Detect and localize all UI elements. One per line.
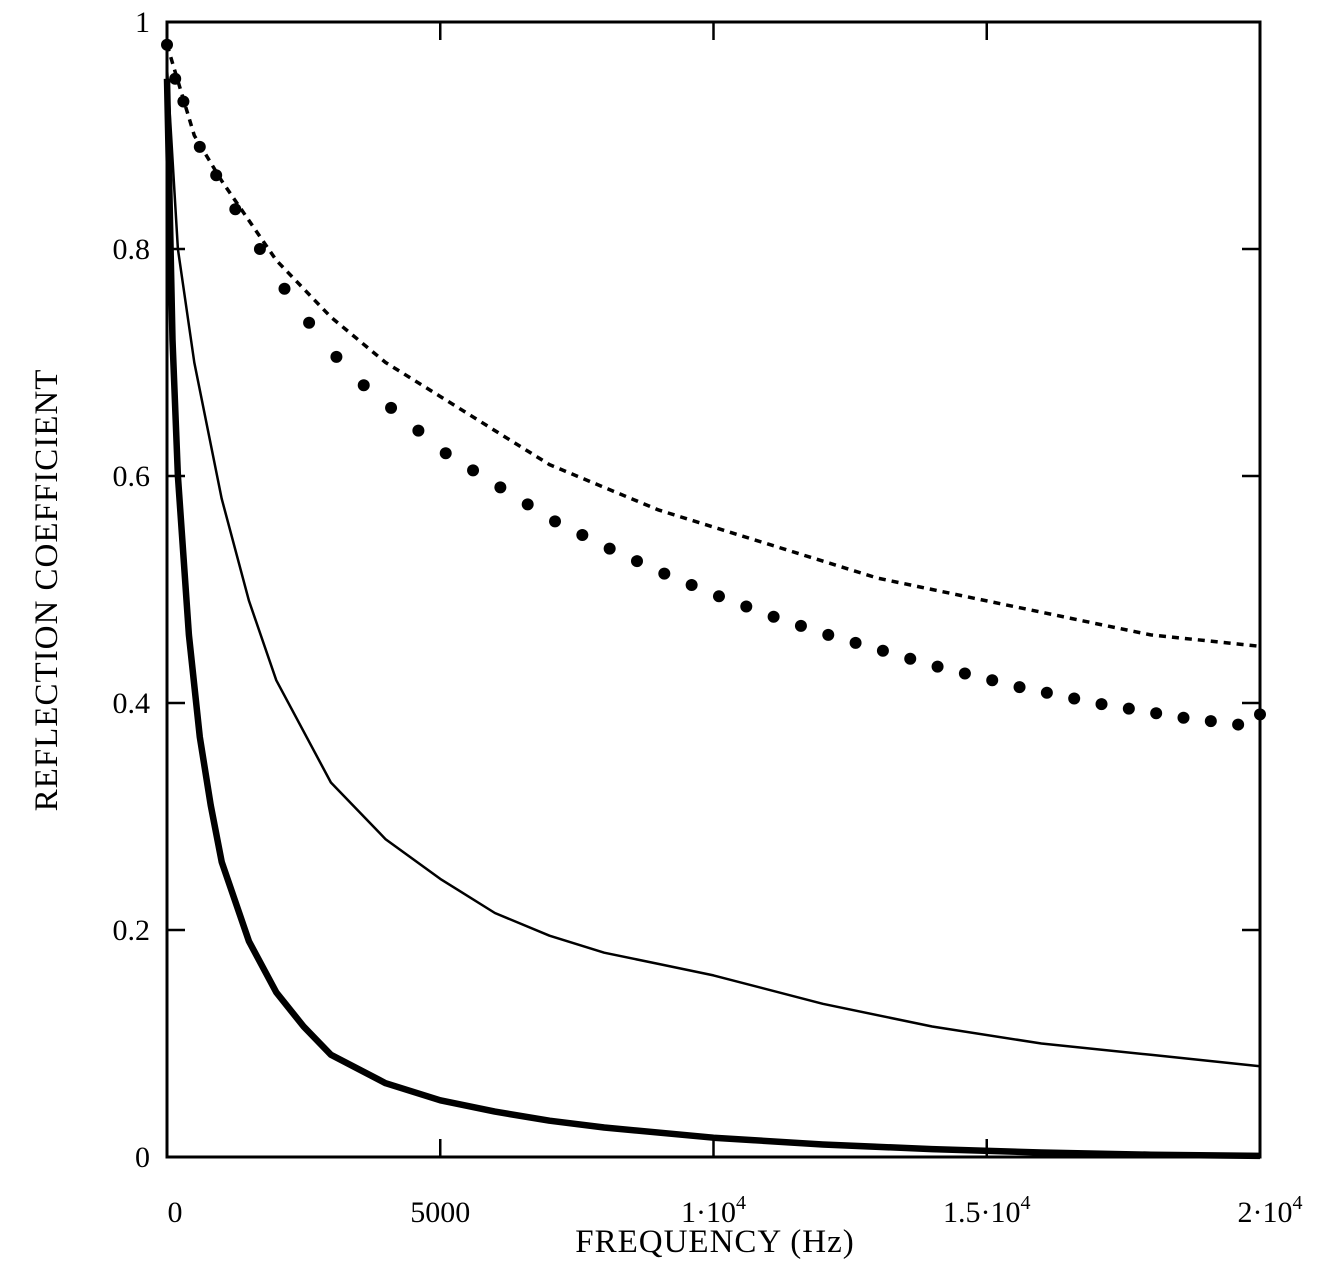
y-tick-label: 0.2 <box>113 914 151 947</box>
y-tick-label: 1 <box>135 6 150 39</box>
data-point <box>439 447 452 460</box>
y-tick-label: 0.6 <box>113 460 151 493</box>
data-point <box>740 600 753 613</box>
series-thick-line <box>163 78 1261 1160</box>
series-dashed-line <box>165 44 1261 649</box>
data-point <box>822 628 835 641</box>
data-point <box>467 464 480 477</box>
data-point <box>931 660 944 673</box>
data-point <box>658 567 671 580</box>
x-tick-label: 2·104 <box>1238 1192 1303 1229</box>
data-point <box>1122 702 1135 715</box>
data-point <box>603 542 616 555</box>
series-dotted <box>161 38 1266 731</box>
data-point <box>1068 692 1081 705</box>
data-point <box>330 350 343 363</box>
data-point <box>1013 681 1026 694</box>
data-point <box>1095 698 1108 711</box>
data-point <box>412 424 425 437</box>
data-point <box>767 610 780 623</box>
data-point <box>278 282 291 295</box>
data-point <box>876 644 889 657</box>
data-point <box>904 652 917 665</box>
data-point <box>494 481 507 494</box>
x-axis-title: FREQUENCY (Hz) <box>575 1224 855 1260</box>
data-point <box>794 619 807 632</box>
y-axis-title: REFLECTION COEFFICIENT <box>29 369 65 812</box>
data-point <box>229 203 242 216</box>
data-point <box>712 590 725 603</box>
data-point <box>549 515 562 528</box>
axis-ticks <box>165 20 1262 1159</box>
x-tick-label: 5000 <box>410 1196 470 1229</box>
data-point <box>1150 707 1163 720</box>
data-point <box>357 379 370 392</box>
y-tick-label: 0.8 <box>113 233 151 266</box>
y-tick-label: 0.4 <box>113 687 151 720</box>
axis-tick-labels: 0 5000 1·104 1.5·104 2·104 0 0.2 0.4 0.6 0.8 1 <box>113 6 1303 1229</box>
data-point <box>210 169 223 182</box>
plot-curves <box>161 38 1266 1160</box>
x-tick-label: 1·104 <box>681 1192 746 1229</box>
data-point <box>1040 686 1053 699</box>
data-point <box>385 401 398 414</box>
data-point <box>576 529 589 542</box>
data-point <box>193 140 206 153</box>
data-point <box>849 636 862 649</box>
data-point <box>521 498 534 511</box>
data-point <box>1232 718 1245 731</box>
plot-frame <box>165 20 1262 1159</box>
data-point <box>177 95 190 108</box>
data-point <box>986 674 999 687</box>
data-point <box>303 316 316 329</box>
x-tick-label: 0 <box>168 1196 183 1229</box>
data-point <box>1177 711 1190 724</box>
data-point <box>630 555 643 568</box>
data-point <box>958 667 971 680</box>
data-point <box>685 578 698 591</box>
y-tick-label: 0 <box>135 1141 150 1174</box>
data-point <box>169 72 182 85</box>
data-point <box>253 243 266 255</box>
data-point <box>1204 715 1217 728</box>
x-tick-label: 1.5·104 <box>943 1192 1031 1229</box>
series-thin-line <box>165 67 1261 1068</box>
